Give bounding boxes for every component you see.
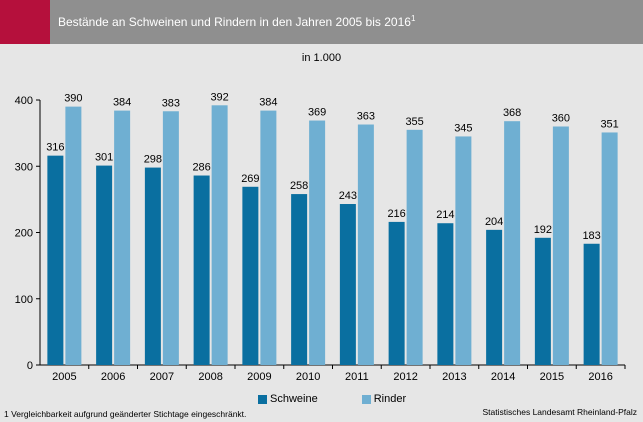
x-tick-label: 2014 xyxy=(491,371,515,383)
bar-schweine xyxy=(437,223,454,365)
bar-rinder xyxy=(601,132,618,365)
legend-item-rinder: Rinder xyxy=(361,393,407,405)
bar-rinder xyxy=(552,126,569,365)
data-label-schweine: 204 xyxy=(485,216,503,228)
y-tick-label: 200 xyxy=(15,228,33,240)
legend-swatch-schweine xyxy=(258,394,267,404)
data-label-rinder: 384 xyxy=(259,97,277,109)
data-label-rinder: 363 xyxy=(357,111,375,123)
bar-rinder xyxy=(65,106,82,365)
bar-rinder xyxy=(504,121,521,365)
bar-schweine xyxy=(486,229,503,365)
x-tick-label: 2015 xyxy=(540,371,564,383)
data-label-rinder: 369 xyxy=(308,107,326,119)
y-tick-label: 100 xyxy=(15,294,33,306)
bar-schweine xyxy=(291,194,308,365)
header-accent xyxy=(0,0,50,44)
legend: Schweine Rinder xyxy=(258,393,444,405)
bar-schweine xyxy=(96,165,113,365)
legend-swatch-rinder xyxy=(361,394,371,404)
legend-label-schweine: Schweine xyxy=(270,393,318,405)
title-footnote-mark: 1 xyxy=(410,14,416,23)
legend-item-schweine: Schweine xyxy=(258,393,318,405)
y-tick-label: 300 xyxy=(15,161,33,173)
x-tick-label: 2007 xyxy=(150,371,174,383)
chart-title: Bestände an Schweinen und Rindern in den… xyxy=(58,14,415,29)
data-label-rinder: 368 xyxy=(503,107,521,119)
data-label-schweine: 316 xyxy=(46,142,64,154)
x-tick-label: 2011 xyxy=(345,371,369,383)
data-label-schweine: 298 xyxy=(144,154,162,166)
data-label-rinder: 383 xyxy=(162,97,180,109)
data-label-schweine: 216 xyxy=(387,208,405,220)
bar-rinder xyxy=(455,136,472,365)
x-tick-label: 2012 xyxy=(393,371,417,383)
x-tick-label: 2006 xyxy=(101,371,125,383)
data-label-schweine: 286 xyxy=(192,162,210,174)
data-label-rinder: 384 xyxy=(113,97,131,109)
bar-rinder xyxy=(406,129,423,365)
source-note: Statistisches Landesamt Rheinland-Pfalz xyxy=(482,407,638,417)
bar-schweine xyxy=(193,175,210,365)
data-label-rinder: 360 xyxy=(552,113,570,125)
bar-rinder xyxy=(211,105,228,366)
chart-subtitle: in 1.000 xyxy=(301,52,342,64)
data-label-rinder: 392 xyxy=(210,91,228,103)
y-tick-label: 400 xyxy=(15,95,33,107)
data-label-rinder: 351 xyxy=(600,118,618,130)
data-label-schweine: 269 xyxy=(241,173,259,185)
bar-schweine xyxy=(583,243,600,365)
data-label-schweine: 192 xyxy=(534,224,552,236)
bar-rinder xyxy=(114,110,131,365)
bar-rinder xyxy=(162,111,179,365)
bar-rinder xyxy=(309,120,326,365)
x-tick-label: 2010 xyxy=(296,371,320,383)
bar-schweine xyxy=(388,221,405,365)
data-label-rinder: 345 xyxy=(454,122,472,134)
x-tick-label: 2016 xyxy=(588,371,612,383)
data-label-rinder: 355 xyxy=(405,116,423,128)
data-label-schweine: 301 xyxy=(95,152,113,164)
footnote: 1 Vergleichbarkeit aufgrund geänderter S… xyxy=(4,409,247,419)
bar-schweine xyxy=(47,155,64,365)
data-label-schweine: 258 xyxy=(290,180,308,192)
data-label-schweine: 214 xyxy=(436,209,454,221)
chart-title-text: Bestände an Schweinen und Rindern in den… xyxy=(58,15,411,29)
legend-label-rinder: Rinder xyxy=(373,393,407,405)
x-tick-label: 2005 xyxy=(52,371,76,383)
x-tick-label: 2013 xyxy=(442,371,466,383)
data-label-schweine: 183 xyxy=(582,230,600,242)
x-tick-label: 2008 xyxy=(198,371,222,383)
header-band xyxy=(0,0,643,44)
data-label-rinder: 390 xyxy=(64,93,82,105)
y-tick-label: 0 xyxy=(27,360,33,372)
bar-rinder xyxy=(357,124,374,365)
bar-schweine xyxy=(242,186,259,365)
bar-chart: 0 100 200 300 400 316 390 2005 301 384 2006 298 383 2… xyxy=(15,91,626,383)
bar-schweine xyxy=(534,237,551,365)
bar-rinder xyxy=(260,110,277,365)
bar-schweine xyxy=(339,204,356,365)
x-tick-label: 2009 xyxy=(247,371,271,383)
data-label-schweine: 243 xyxy=(339,190,357,202)
bar-schweine xyxy=(144,167,161,365)
